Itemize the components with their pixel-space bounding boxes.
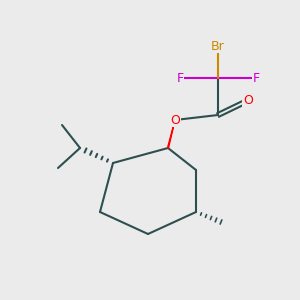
Text: F: F: [252, 71, 260, 85]
Text: O: O: [170, 113, 180, 127]
Text: O: O: [243, 94, 253, 107]
Text: Br: Br: [211, 40, 225, 52]
Polygon shape: [167, 120, 175, 148]
Text: F: F: [176, 71, 184, 85]
